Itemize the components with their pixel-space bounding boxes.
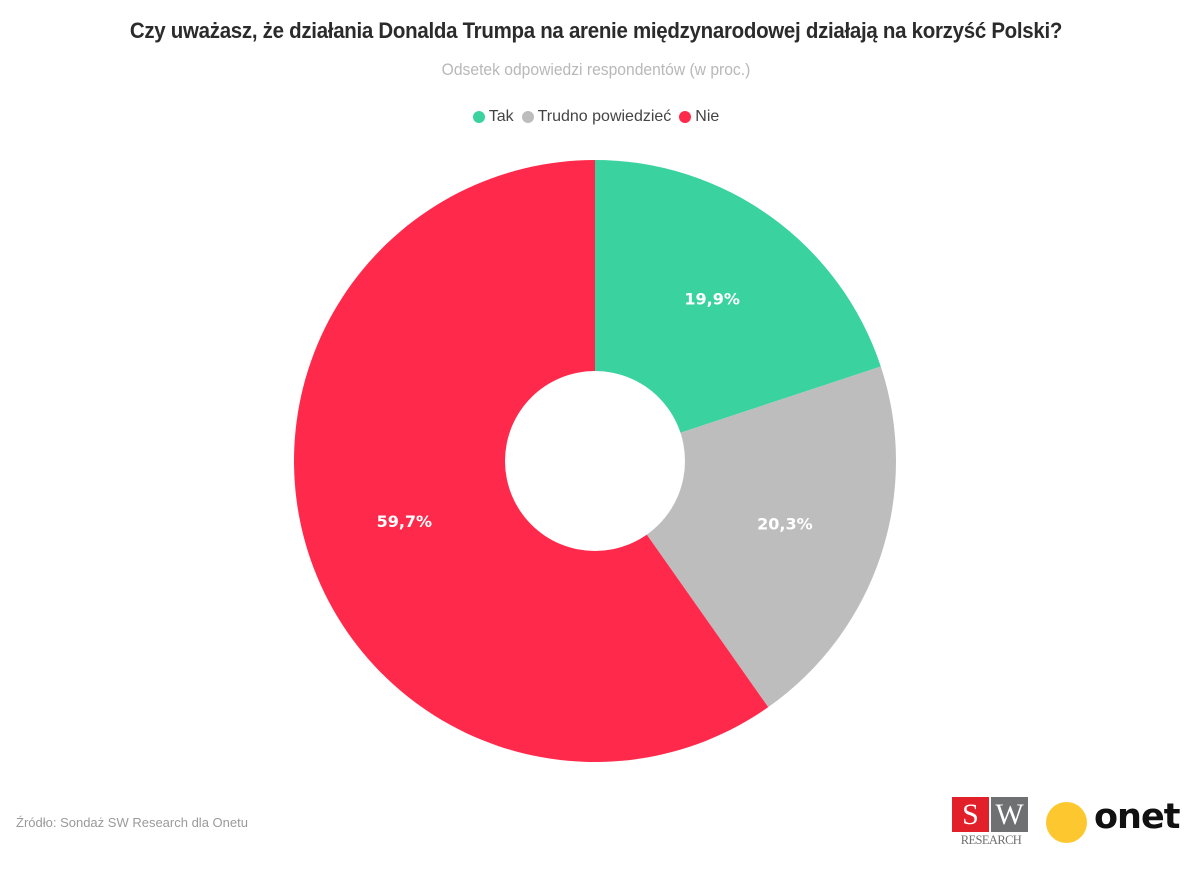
slice-tak[interactable] — [595, 160, 881, 461]
onet-logo-text: onet — [1094, 797, 1180, 837]
donut-hole — [505, 371, 685, 551]
sw-logo-w: W — [991, 797, 1028, 832]
onet-dot-icon — [1046, 802, 1087, 843]
onet-logo: onet — [1046, 797, 1186, 844]
source-note: Źródło: Sondaż SW Research dla Onetu — [16, 815, 248, 830]
slice-label: 19,9% — [684, 289, 740, 308]
legend-item-tak[interactable]: Tak — [472, 108, 514, 126]
legend-label: Nie — [695, 108, 720, 125]
chart-subtitle: Odsetek odpowiedzi respondentów (w proc.… — [441, 60, 751, 79]
sw-logo-caption: RESEARCH — [960, 833, 1022, 847]
chart-title: Czy uważasz, że działania Donalda Trumpa… — [129, 18, 1063, 43]
legend-item-nie[interactable]: Nie — [679, 108, 719, 126]
sw-logo-s: S — [952, 797, 989, 832]
legend-label: Trudno powiedzieć — [537, 108, 672, 125]
legend-dot-icon — [521, 111, 534, 123]
labels-group: 19,9% 20,3% 59,7% — [377, 289, 813, 533]
sw-research-logo: S W RESEARCH — [952, 797, 1030, 849]
legend-dot-icon — [679, 111, 692, 123]
slice-label: 59,7% — [377, 512, 433, 531]
slice-label: 20,3% — [757, 514, 813, 533]
legend-item-trudno-powiedziec[interactable]: Trudno powiedzieć — [521, 108, 672, 126]
legend-label: Tak — [488, 108, 514, 125]
legend: Tak Trudno powiedzieć Nie — [0, 108, 1192, 126]
legend-dot-icon — [472, 111, 485, 123]
